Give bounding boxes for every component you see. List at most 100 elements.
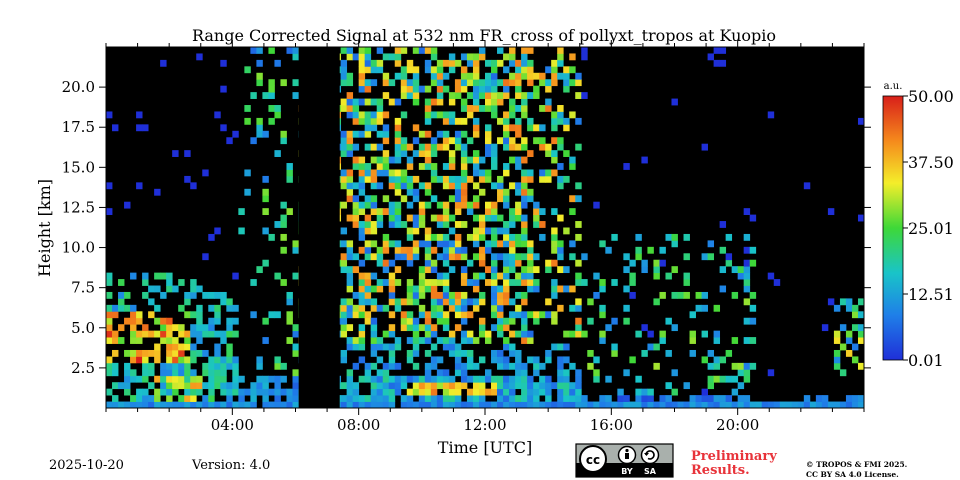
heatmap-cell [713,395,721,402]
badge-sa-label: SA [644,467,657,476]
heatmap-cell [509,124,516,132]
heatmap-cell [232,356,239,364]
heatmap-cell [358,285,366,293]
heatmap-cell [256,47,263,54]
heatmap-cell [394,240,402,248]
heatmap-cell [491,311,498,319]
heatmap-cell [154,343,161,351]
heatmap-cell [833,337,841,344]
heatmap-cell [388,285,396,293]
heatmap-cell [214,343,221,351]
heatmap-cell [509,330,516,338]
heatmap-cell [382,150,390,157]
heatmap-cell [497,59,504,67]
heatmap-cell [358,182,366,190]
heatmap-cell [430,304,438,312]
heatmap-cell [454,324,462,332]
heatmap-cell [370,330,378,338]
heatmap-cell [436,311,444,319]
heatmap-cell [497,253,504,261]
heatmap-cell [515,79,522,87]
heatmap-cell [280,246,287,254]
heatmap-cell [551,137,558,145]
heatmap-cell [280,279,287,286]
heatmap-cell [106,401,113,408]
heatmap-cell [418,304,426,312]
heatmap-cell [491,349,498,357]
heatmap-cell [190,375,197,383]
heatmap-cell [491,259,498,267]
heatmap-cell [503,324,510,332]
heatmap-cell [485,175,492,183]
heatmap-cell [340,349,348,357]
heatmap-cell [448,330,456,338]
heatmap-cell [430,72,438,80]
heatmap-cell [472,72,480,80]
heatmap-cell [515,272,522,280]
heatmap-cell [388,98,396,106]
heatmap-cell [394,47,402,54]
heatmap-cell [394,72,402,80]
heatmap-cell [250,382,257,390]
heatmap-cell [382,233,390,241]
heatmap-cell [340,317,348,325]
heatmap-cell [418,130,426,138]
heatmap-cell [743,401,751,408]
heatmap-cell [659,401,666,408]
heatmap-cell [478,330,486,338]
heatmap-cell [424,98,432,106]
heatmap-cell [112,349,119,357]
license-badge[interactable]: cc BY SA [575,443,674,478]
heatmap-cell [184,395,191,402]
heatmap-cell [472,201,480,209]
heatmap-cell [539,382,546,390]
heatmap-cell [472,279,480,286]
heatmap-cell [400,72,408,80]
heatmap-cell [142,362,149,370]
heatmap-cell [575,143,582,151]
heatmap-cell [346,304,354,312]
heatmap-cell [406,337,414,344]
heatmap-cell [358,259,366,267]
heatmap-cell [364,298,372,306]
heatmap-cell [424,311,432,319]
heatmap-cell [226,304,233,312]
heatmap-cell [202,395,209,402]
heatmap-cell [358,208,366,216]
colorbar-tick-label: 50.00 [908,87,954,106]
heatmap-cell [124,388,131,396]
heatmap-cell [545,79,552,87]
heatmap-cell [214,227,221,235]
heatmap-cell [503,201,510,209]
heatmap-cell [412,214,420,222]
heatmap-cell [521,169,528,177]
no-data-periods [298,47,340,408]
heatmap-cell [569,304,576,312]
heatmap-cell [653,401,660,408]
heatmap-cell [250,388,257,396]
heatmap-cell [539,169,546,177]
heatmap-cell [106,291,113,299]
heatmap-cell [503,163,510,170]
heatmap-cell [250,311,257,319]
heatmap-cell [400,66,408,74]
heatmap-cell [382,266,390,274]
heatmap-cell [160,388,167,396]
heatmap-cell [448,388,456,396]
heatmap-cell [112,337,119,344]
heatmap-cell [803,401,811,408]
heatmap-cell [485,337,492,344]
heatmap-cell [346,98,354,106]
heatmap-cell [509,317,516,325]
heatmap-cell [803,182,811,190]
heatmap-cell [256,266,263,274]
heatmap-cell [172,362,179,370]
heatmap-cell [635,330,642,338]
heatmap-cell [154,401,161,408]
heatmap-cell [430,266,438,274]
heatmap-cell [485,137,492,145]
heatmap-cell [569,53,576,61]
heatmap-cell [725,395,733,402]
heatmap-cell [478,85,486,93]
